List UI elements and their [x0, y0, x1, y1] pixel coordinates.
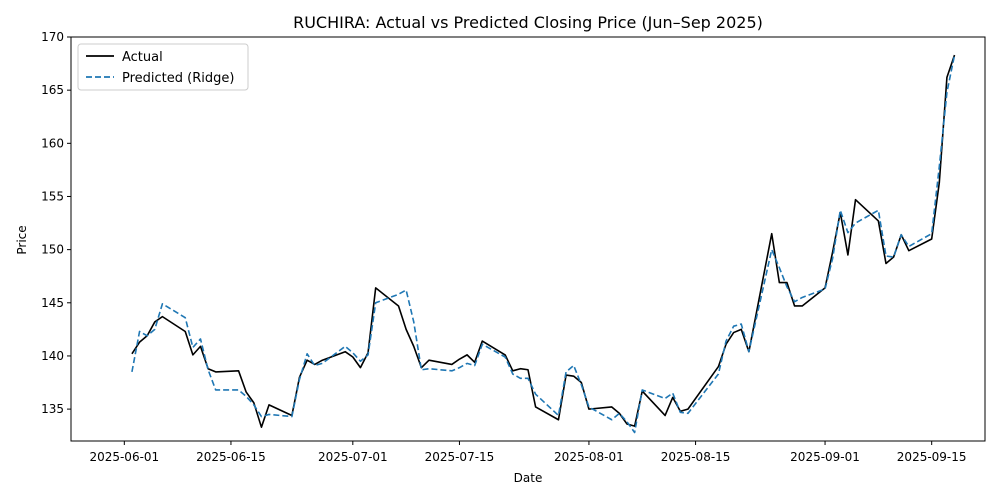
chart-title: RUCHIRA: Actual vs Predicted Closing Pri…: [293, 13, 763, 32]
legend-label-actual: Actual: [122, 50, 163, 65]
y-tick-label: 155: [41, 189, 64, 203]
y-tick-label: 145: [41, 296, 64, 310]
x-tick-label: 2025-06-01: [89, 450, 159, 464]
plot-area: [70, 36, 986, 442]
series-line-predicted: [131, 54, 956, 434]
y-tick-label: 160: [41, 136, 64, 150]
x-tick-label: 2025-07-15: [425, 450, 495, 464]
y-tick-label: 165: [41, 83, 64, 97]
x-axis: 2025-06-01 2025-06-15 2025-07-01 2025-07-15…: [89, 441, 967, 464]
legend-box: [77, 43, 249, 91]
x-tick-label: 2025-09-01: [790, 450, 860, 464]
x-tick-label: 2025-08-01: [554, 450, 624, 464]
y-tick-label: 135: [41, 402, 64, 416]
x-tick-label: 2025-07-01: [318, 450, 388, 464]
legend-label-predicted: Predicted (Ridge): [122, 71, 234, 86]
series-line-actual: [131, 54, 956, 428]
plot-frame: [70, 36, 986, 442]
x-tick-label: 2025-08-15: [661, 450, 731, 464]
y-tick-label: 140: [41, 349, 64, 363]
legend: Actual Predicted (Ridge): [77, 43, 249, 91]
y-tick-label: 170: [41, 30, 64, 44]
x-tick-label: 2025-06-15: [196, 450, 266, 464]
x-tick-label: 2025-09-15: [897, 450, 967, 464]
y-axis: 135 140 145 150 155 160 165 170: [41, 30, 71, 416]
x-axis-title: Date: [514, 471, 543, 485]
y-tick-label: 150: [41, 243, 64, 257]
y-axis-title: Price: [15, 225, 29, 254]
